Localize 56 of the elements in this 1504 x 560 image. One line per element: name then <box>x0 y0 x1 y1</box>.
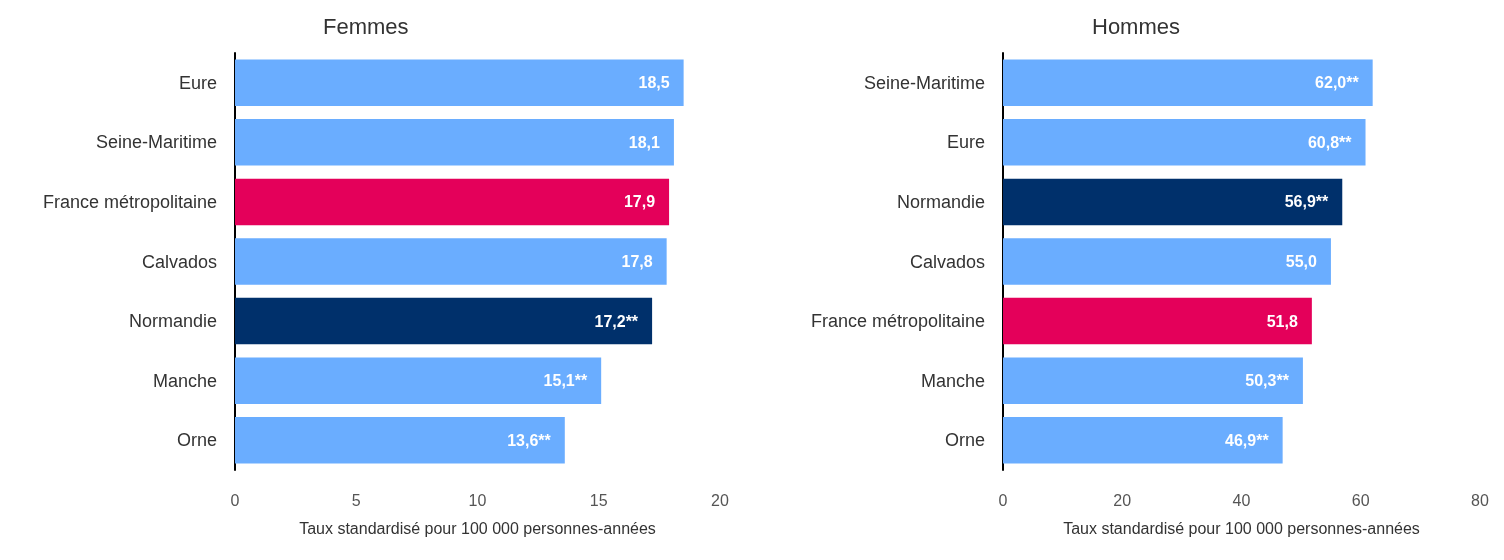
data-label: 18,1 <box>628 133 661 151</box>
bar <box>1003 416 1283 464</box>
data-label: 13,6** <box>507 431 552 449</box>
x-tick-label: 20 <box>1113 491 1132 509</box>
x-tick-label: 10 <box>468 491 487 509</box>
bar <box>235 416 565 464</box>
y-tick-label: Manche <box>152 370 217 391</box>
y-tick-label: Orne <box>944 430 985 451</box>
x-tick-label: 5 <box>351 491 361 509</box>
y-tick-label: Calvados <box>141 251 217 272</box>
y-tick-label: Eure <box>946 132 985 153</box>
x-axis-title: Taux standardisé pour 100 000 personnes-années <box>299 519 656 537</box>
data-label: 17,2** <box>594 312 639 330</box>
y-tick-label: Normandie <box>128 311 217 332</box>
x-tick-label: 20 <box>711 491 729 509</box>
x-tick-label: 15 <box>589 491 608 509</box>
x-tick-label: 60 <box>1351 491 1370 509</box>
data-label: 17,8 <box>621 253 653 270</box>
bar <box>1003 59 1373 107</box>
x-tick-label: 80 <box>1471 491 1489 509</box>
data-label: 51,8 <box>1266 312 1298 330</box>
y-tick-label: France métropolitaine <box>42 191 217 212</box>
bar <box>235 357 602 404</box>
data-label: 17,9 <box>623 193 656 211</box>
bar <box>1003 297 1312 345</box>
bar <box>1003 178 1343 226</box>
y-tick-label: Manche <box>920 370 985 391</box>
bar <box>235 119 674 166</box>
y-tick-label: France métropolitaine <box>810 311 985 332</box>
y-tick-label: Seine-Maritime <box>863 72 985 93</box>
chart-title: Hommes <box>1092 13 1181 39</box>
bar <box>1003 357 1303 404</box>
data-label: 62,0** <box>1315 74 1360 92</box>
y-tick-label: Orne <box>176 430 217 451</box>
bar <box>235 59 684 107</box>
chart-title: Femmes <box>323 13 409 39</box>
y-tick-label: Seine-Maritime <box>95 132 217 153</box>
x-tick-label: 40 <box>1232 491 1251 509</box>
data-label: 50,3** <box>1245 372 1290 390</box>
data-label: 18,5 <box>638 74 670 92</box>
y-tick-label: Normandie <box>896 191 985 212</box>
bar <box>1003 119 1366 166</box>
data-label: 55,0 <box>1285 253 1318 270</box>
x-axis-title: Taux standardisé pour 100 000 personnes-années <box>1063 519 1420 537</box>
y-tick-label: Calvados <box>909 251 985 272</box>
data-label: 60,8** <box>1307 133 1353 151</box>
bar <box>1003 238 1331 285</box>
y-tick-label: Eure <box>178 72 217 93</box>
data-label: 15,1** <box>543 372 588 390</box>
bar <box>235 238 667 285</box>
bar <box>235 297 653 345</box>
data-label: 46,9** <box>1225 431 1270 449</box>
data-label: 56,9** <box>1284 193 1330 211</box>
x-tick-label: 0 <box>998 491 1008 509</box>
bar <box>235 178 670 226</box>
x-tick-label: 0 <box>230 491 240 509</box>
